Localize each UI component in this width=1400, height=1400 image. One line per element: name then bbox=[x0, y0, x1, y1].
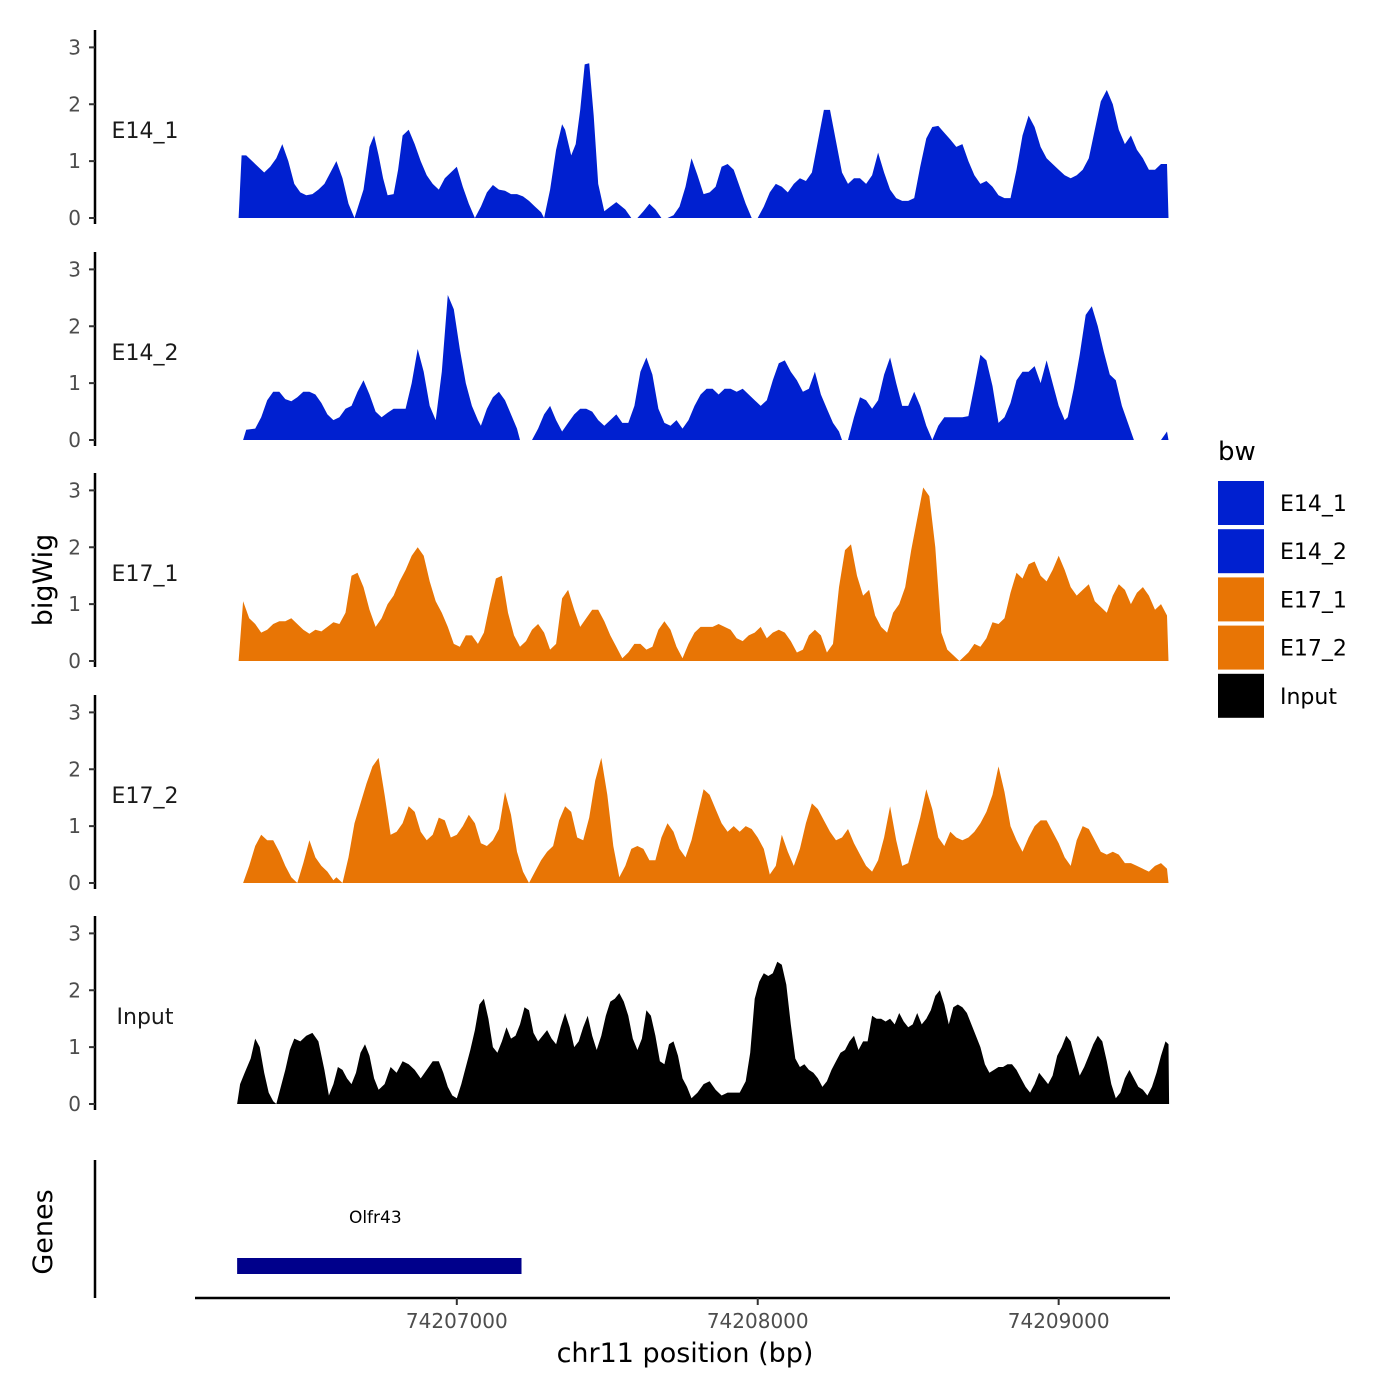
track-label: Input bbox=[117, 1005, 174, 1030]
legend-swatch bbox=[1218, 529, 1264, 574]
y-tick-label: 3 bbox=[68, 921, 81, 945]
y-tick-label: 1 bbox=[68, 814, 81, 838]
y-axis-title: bigWig bbox=[28, 534, 59, 627]
y-tick-label: 0 bbox=[68, 871, 81, 895]
y-tick-label: 0 bbox=[68, 649, 81, 673]
legend: bw E14_1 E14_2 E17_1 E17_2 Input bbox=[1218, 437, 1347, 718]
track-e14-2: 0 1 2 3 E14_2 bbox=[68, 252, 1169, 452]
y-tick-label: 3 bbox=[68, 700, 81, 724]
gene-label: Olfr43 bbox=[349, 1208, 402, 1228]
y-tick-label: 3 bbox=[68, 478, 81, 502]
y-tick-label: 1 bbox=[68, 371, 81, 395]
track-label: E14_2 bbox=[112, 341, 179, 366]
area-input bbox=[237, 961, 1170, 1104]
legend-label: E17_2 bbox=[1280, 637, 1347, 662]
legend-label: E14_1 bbox=[1280, 492, 1347, 517]
track-input: 0 1 2 3 Input bbox=[68, 916, 1170, 1116]
y-tick-label: 0 bbox=[68, 1092, 81, 1116]
legend-title: bw bbox=[1218, 437, 1256, 467]
genes-panel: Olfr43 bbox=[93, 1160, 522, 1298]
track-label: E17_1 bbox=[112, 562, 179, 587]
area-e17-2 bbox=[243, 757, 1169, 883]
legend-swatch bbox=[1218, 481, 1264, 525]
track-label: E14_1 bbox=[112, 119, 179, 144]
y-tick-label: 1 bbox=[68, 1035, 81, 1059]
legend-label: E17_1 bbox=[1280, 588, 1347, 613]
tracks-group: 0 1 2 3 E14_1 0 1 2 3 E14_2 0 1 2 3 E17_1 0 1 2 3 E17_2 0 1 2 3… bbox=[68, 30, 1170, 1116]
y-tick-label: 1 bbox=[68, 592, 81, 616]
legend-swatch bbox=[1218, 673, 1264, 718]
legend-swatch bbox=[1218, 577, 1264, 622]
track-e17-2: 0 1 2 3 E17_2 bbox=[68, 695, 1169, 895]
legend-label: E14_2 bbox=[1280, 540, 1347, 565]
y-tick-label: 2 bbox=[68, 978, 81, 1002]
legend-label: Input bbox=[1280, 685, 1337, 710]
y-tick-label: 2 bbox=[68, 535, 81, 559]
legend-swatch bbox=[1218, 625, 1264, 670]
x-axis-title: chr11 position (bp) bbox=[557, 1338, 814, 1369]
y-tick-label: 3 bbox=[68, 35, 81, 59]
track-e14-1: 0 1 2 3 E14_1 bbox=[68, 30, 1169, 230]
y-tick-label: 2 bbox=[68, 757, 81, 781]
area-e17-1 bbox=[238, 487, 1169, 661]
track-label: E17_2 bbox=[112, 784, 179, 809]
genes-axis-title: Genes bbox=[28, 1189, 59, 1274]
x-tick-label: 74208000 bbox=[707, 1309, 809, 1333]
y-tick-label: 1 bbox=[68, 149, 81, 173]
y-tick-label: 0 bbox=[68, 428, 81, 452]
area-e14-1 bbox=[238, 63, 1169, 218]
x-axis: 74207000 74208000 74209000 bbox=[195, 1296, 1170, 1333]
y-tick-label: 0 bbox=[68, 206, 81, 230]
x-tick-label: 74209000 bbox=[1008, 1309, 1110, 1333]
y-tick-label: 2 bbox=[68, 92, 81, 116]
track-e17-1: 0 1 2 3 E17_1 bbox=[68, 473, 1169, 673]
area-e14-2 bbox=[243, 295, 1169, 440]
y-tick-label: 2 bbox=[68, 314, 81, 338]
x-tick-label: 74207000 bbox=[406, 1309, 508, 1333]
gene-bar bbox=[237, 1258, 522, 1274]
y-tick-label: 3 bbox=[68, 257, 81, 281]
